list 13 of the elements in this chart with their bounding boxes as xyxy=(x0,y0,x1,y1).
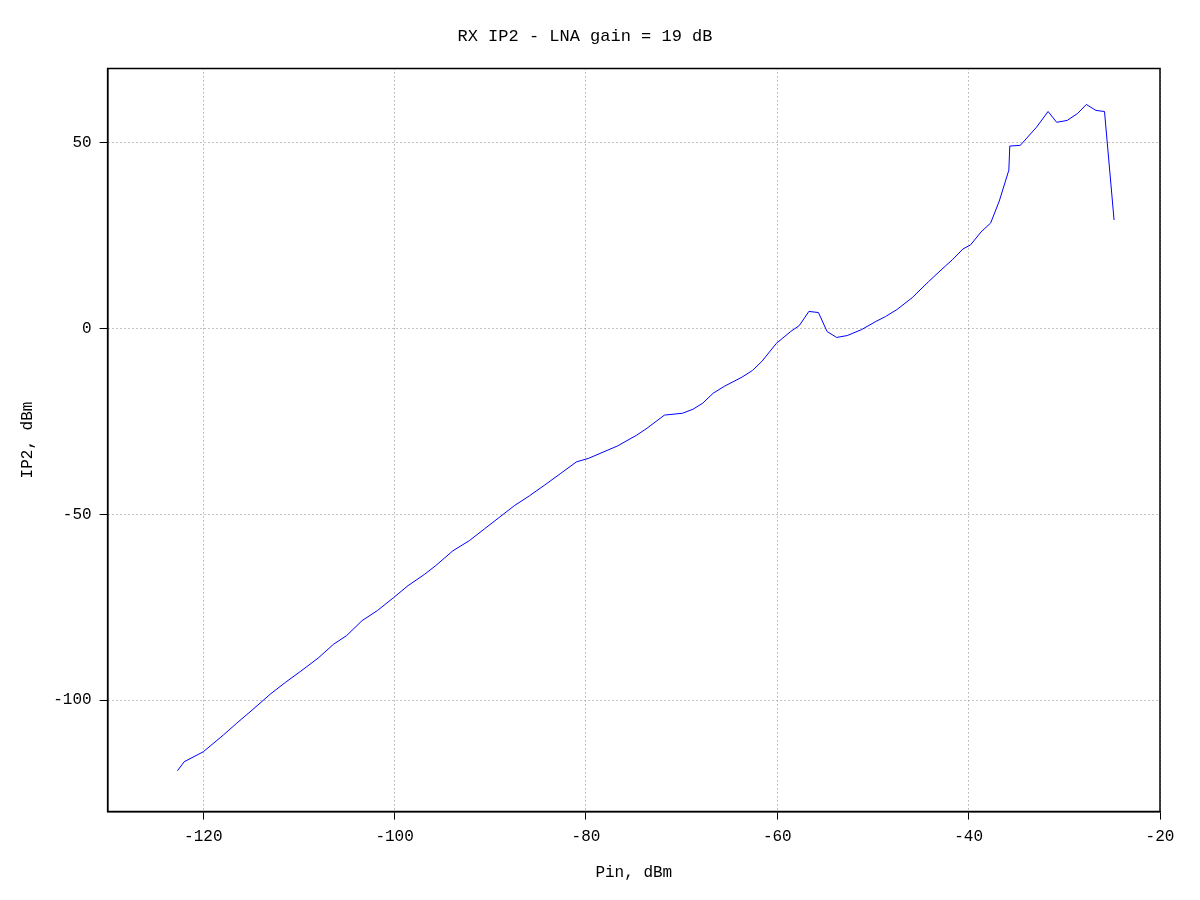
x-tick-label: -120 xyxy=(184,828,223,847)
x-tick-label: -40 xyxy=(954,828,984,847)
chart-title: RX IP2 - LNA gain = 19 dB xyxy=(457,26,713,46)
y-tick-label: -100 xyxy=(53,691,92,710)
y-tick-label: 50 xyxy=(72,133,92,152)
x-tick-label: -20 xyxy=(1145,828,1175,847)
x-tick-label: -60 xyxy=(762,828,792,847)
x-axis-title: Pin, dBm xyxy=(595,863,673,882)
y-tick-label: 0 xyxy=(82,319,92,338)
y-tick-label: -50 xyxy=(62,505,92,524)
x-tick-label: -80 xyxy=(571,828,601,847)
x-tick-label: -100 xyxy=(375,828,414,847)
y-axis-title: IP2, dBm xyxy=(18,401,37,479)
